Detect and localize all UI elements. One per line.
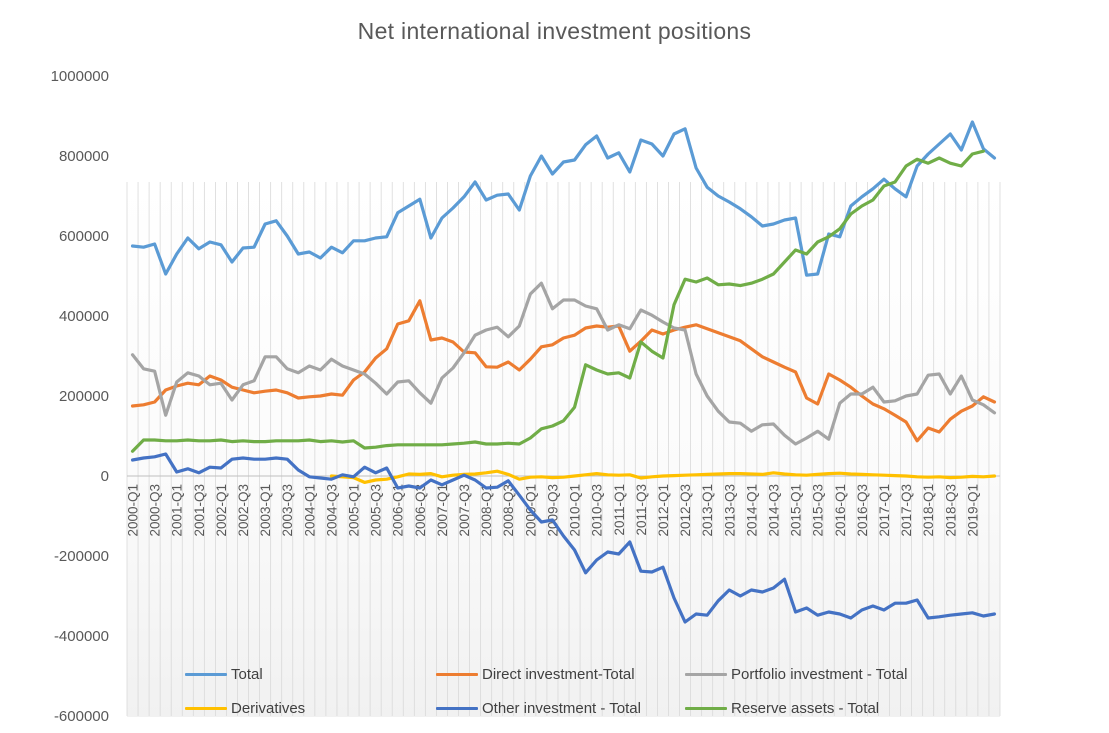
x-tick-label: 2003-Q1 — [258, 484, 273, 537]
x-tick-label: 2016-Q1 — [833, 484, 848, 537]
legend-item-direct-investment: Direct investment-Total — [436, 664, 635, 684]
legend-item-other-investment: Other investment - Total — [436, 698, 641, 718]
y-tick-label: 600000 — [59, 228, 109, 245]
legend-label-reserve-assets: Reserve assets - Total — [731, 699, 880, 717]
legend-swatch-direct-investment — [436, 672, 478, 676]
x-tick-label: 2013-Q1 — [700, 484, 715, 537]
x-tick-label: 2007-Q3 — [457, 484, 472, 537]
x-tick-label: 2017-Q1 — [877, 484, 892, 537]
x-tick-label: 2004-Q1 — [302, 484, 317, 537]
x-tick-label: 2001-Q1 — [170, 484, 185, 537]
series-line-portfolio-investment-total — [130, 281, 997, 446]
x-tick-label: 2010-Q3 — [590, 484, 605, 537]
x-tick-label: 2019-Q1 — [965, 484, 980, 537]
legend: Total Direct investment-Total Portfolio … — [185, 664, 1005, 726]
y-tick-label: 0 — [101, 468, 109, 485]
legend-item-derivatives: Derivatives — [185, 698, 305, 718]
x-tick-label: 2002-Q3 — [236, 484, 251, 537]
x-tick-label: 2018-Q3 — [943, 484, 958, 537]
series-line-other-investment-total — [130, 452, 997, 624]
x-tick-label: 2007-Q1 — [435, 484, 450, 537]
x-tick-label: 2016-Q3 — [855, 484, 870, 537]
legend-label-total: Total — [231, 665, 263, 683]
y-tick-label: 200000 — [59, 388, 109, 405]
x-tick-label: 2011-Q3 — [634, 484, 649, 536]
x-tick-label: 2002-Q1 — [214, 484, 229, 537]
x-tick-label: 2005-Q3 — [369, 484, 384, 537]
x-tick-label: 2006-Q3 — [413, 484, 428, 537]
x-tick-label: 2012-Q1 — [656, 484, 671, 537]
legend-item-total: Total — [185, 664, 263, 684]
series-line-derivatives — [329, 469, 997, 484]
axes: -600000 -400000 -200000 0 200000 400000 600000… — [51, 68, 1000, 725]
series-line-total — [130, 120, 997, 277]
legend-swatch-derivatives — [185, 706, 227, 710]
series-line-direct-investment-total — [130, 299, 997, 443]
x-tick-label: 2000-Q1 — [126, 484, 141, 537]
x-tick-label: 2017-Q3 — [899, 484, 914, 537]
legend-swatch-total — [185, 672, 227, 676]
y-tick-label: -600000 — [54, 708, 109, 725]
x-tick-label: 2011-Q1 — [612, 484, 627, 536]
legend-label-direct-investment: Direct investment-Total — [482, 665, 635, 683]
legend-item-reserve-assets: Reserve assets - Total — [685, 698, 879, 718]
x-tick-label: 2008-Q1 — [479, 484, 494, 537]
x-tick-label: 2012-Q3 — [678, 484, 693, 537]
legend-label-derivatives: Derivatives — [231, 699, 306, 717]
x-tick-label: 2001-Q3 — [192, 484, 207, 537]
y-tick-label: 400000 — [59, 308, 109, 325]
legend-swatch-portfolio-investment — [685, 672, 727, 676]
x-tick-label: 2008-Q3 — [501, 484, 516, 537]
legend-label-portfolio-investment: Portfolio investment - Total — [731, 665, 908, 683]
y-tick-label: -400000 — [54, 628, 109, 645]
vertical-gridlines — [126, 182, 1001, 716]
legend-swatch-reserve-assets — [685, 706, 727, 710]
plot-area — [127, 180, 1000, 717]
x-tick-label: 2004-Q3 — [324, 484, 339, 537]
legend-label-other-investment: Other investment - Total — [482, 699, 641, 717]
x-tick-label: 2015-Q1 — [789, 484, 804, 537]
legend-item-portfolio-investment: Portfolio investment - Total — [685, 664, 907, 684]
series-lines — [130, 120, 997, 624]
x-tick-label: 2003-Q3 — [280, 484, 295, 537]
legend-swatch-other-investment — [436, 706, 478, 710]
x-tick-label: 2005-Q1 — [347, 484, 362, 537]
y-tick-label: 1000000 — [51, 68, 109, 85]
x-tick-label: 2018-Q1 — [921, 484, 936, 537]
x-tick-label: 2000-Q3 — [148, 484, 163, 537]
x-tick-label: 2014-Q1 — [744, 484, 759, 537]
x-tick-label: 2006-Q1 — [391, 484, 406, 537]
x-tick-label: 2014-Q3 — [766, 484, 781, 537]
x-tick-label: 2013-Q3 — [722, 484, 737, 537]
x-tick-label: 2010-Q1 — [568, 484, 583, 537]
y-tick-label: -200000 — [54, 548, 109, 565]
series-line-reserve-assets-total — [130, 149, 986, 453]
x-tick-label: 2015-Q3 — [811, 484, 826, 537]
chart-title: Net international investment positions — [357, 18, 752, 44]
y-tick-label: 800000 — [59, 148, 109, 165]
